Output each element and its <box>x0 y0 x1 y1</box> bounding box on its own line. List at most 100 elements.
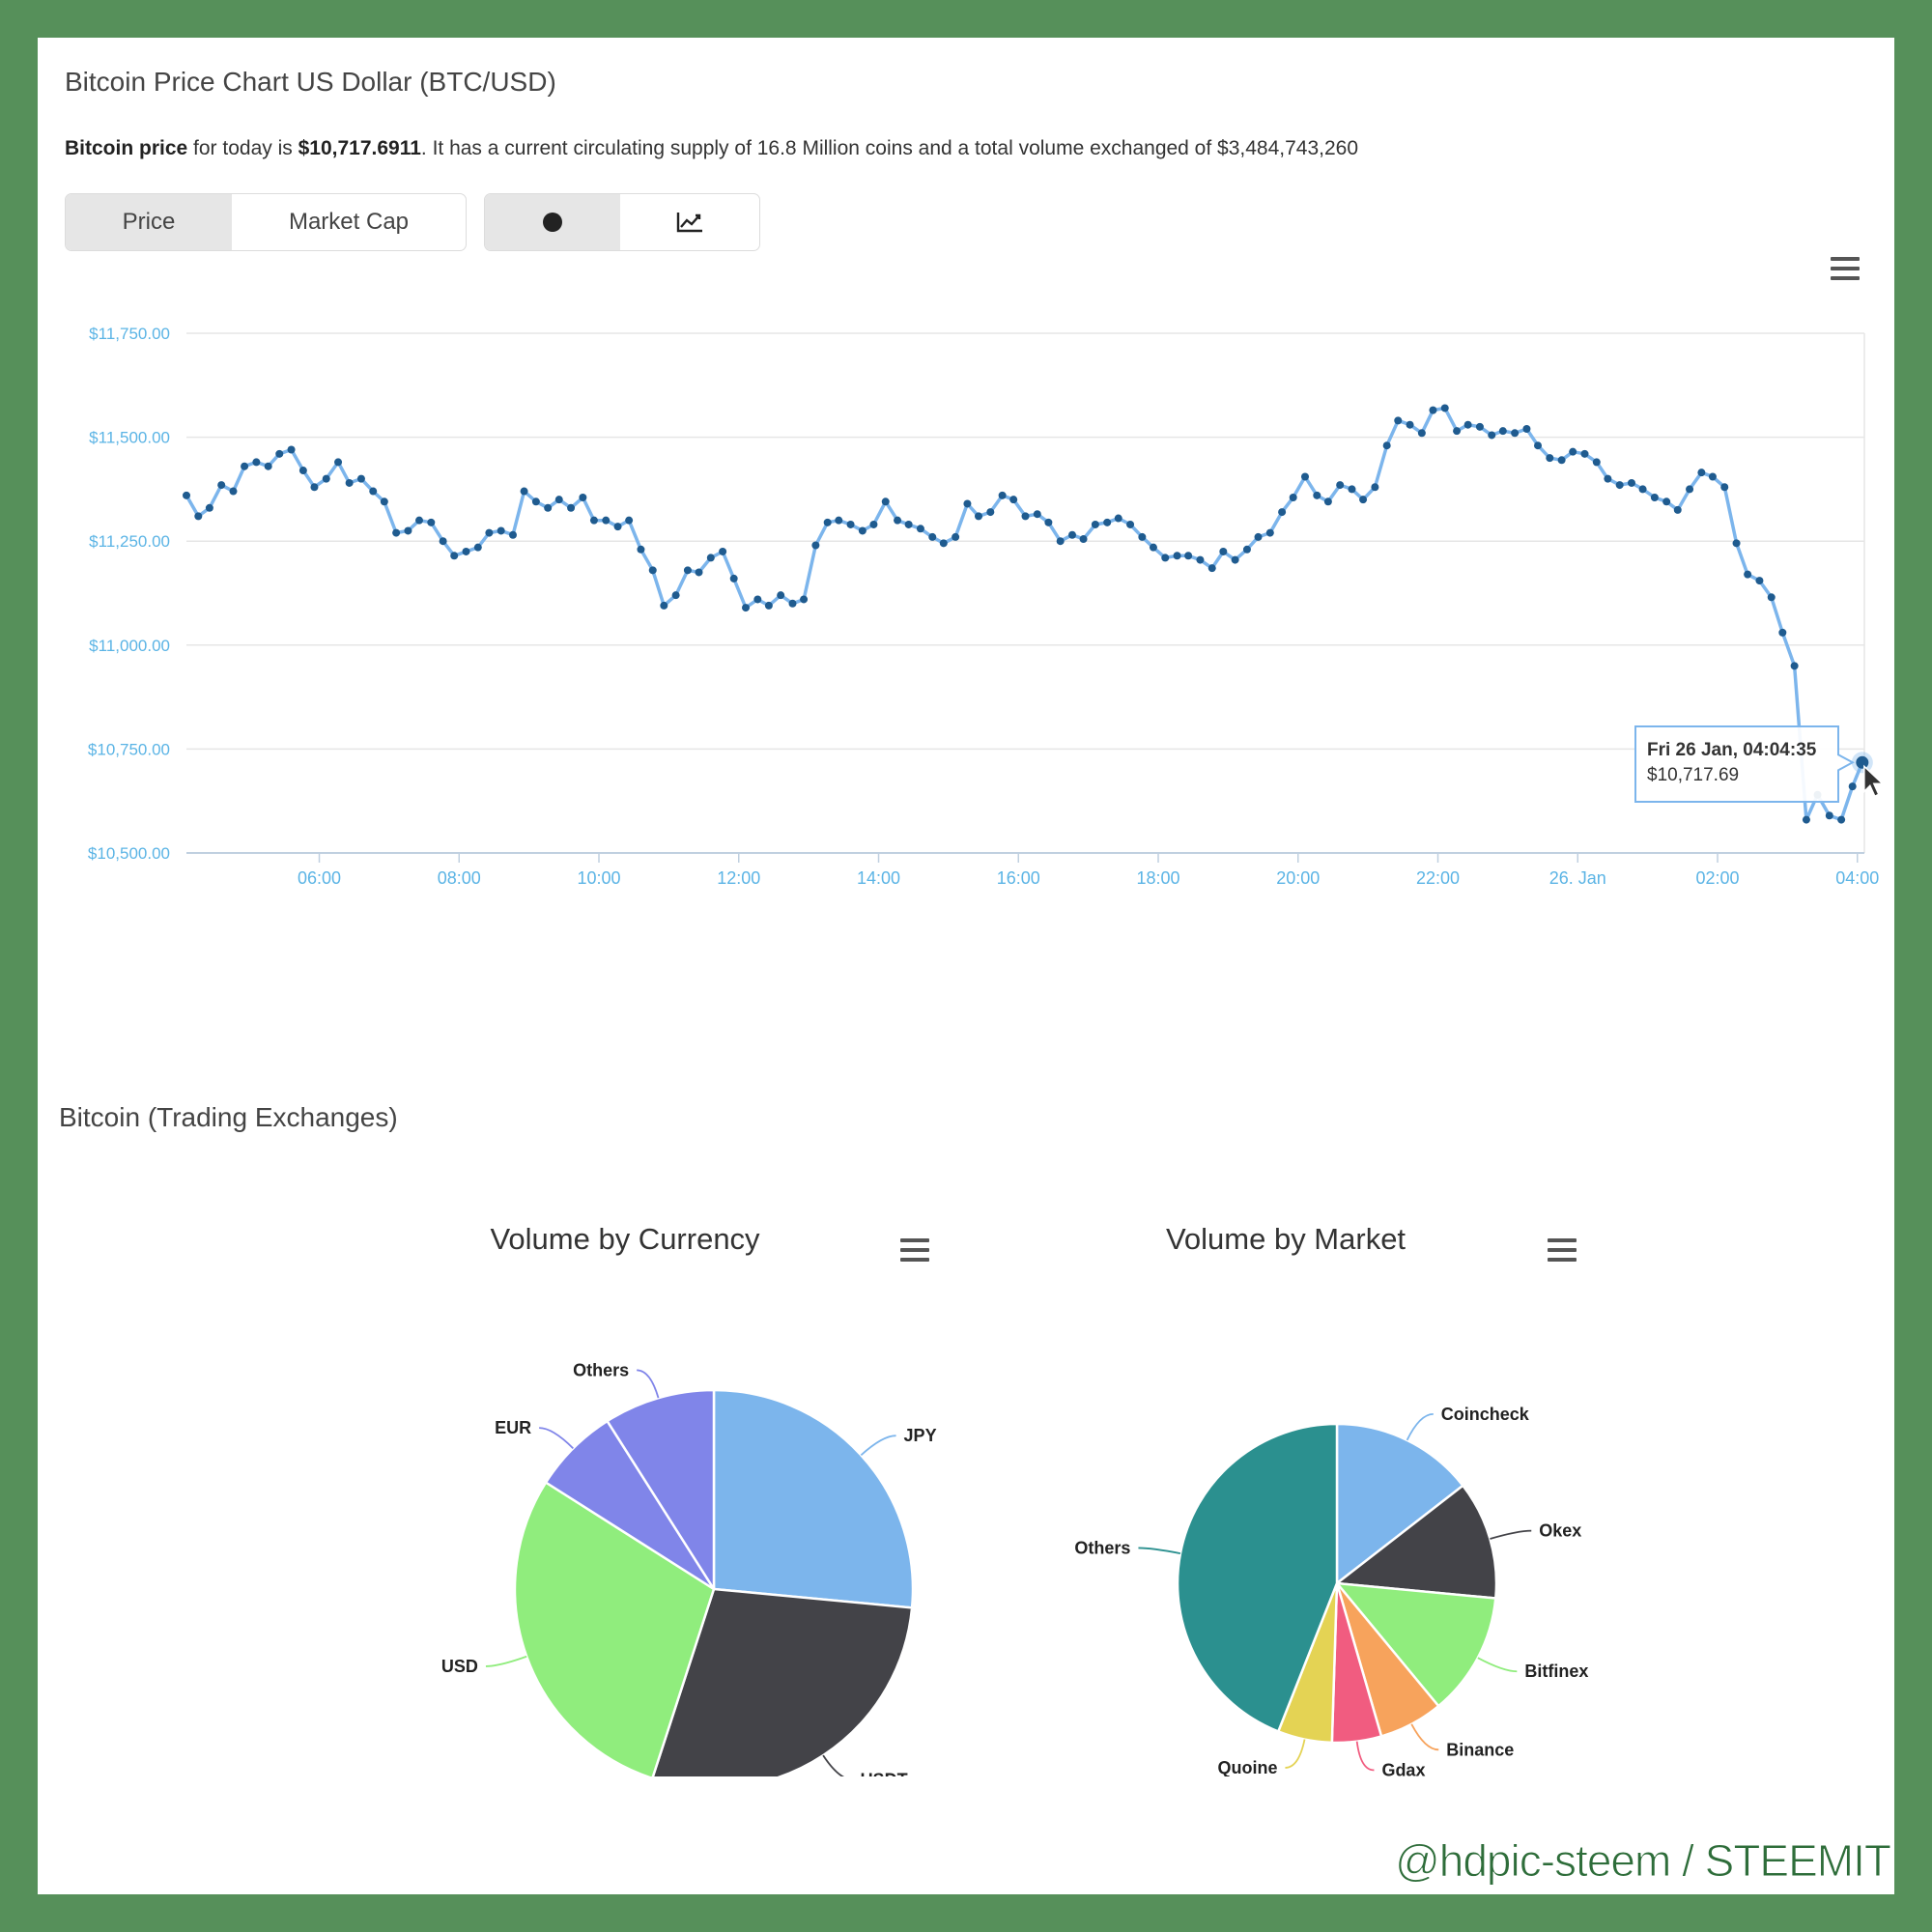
price-point[interactable] <box>719 547 727 555</box>
pie-slice[interactable] <box>712 1388 915 1609</box>
price-point[interactable] <box>1033 510 1041 519</box>
price-point[interactable] <box>975 512 983 521</box>
price-point[interactable] <box>229 487 238 496</box>
price-point[interactable] <box>1592 458 1601 467</box>
price-point[interactable] <box>287 445 296 454</box>
line-chart-menu-icon[interactable] <box>1831 256 1860 281</box>
price-point[interactable] <box>1196 555 1205 564</box>
price-point[interactable] <box>310 483 319 492</box>
price-point[interactable] <box>567 503 576 512</box>
price-point[interactable] <box>729 574 738 582</box>
price-point[interactable] <box>1208 564 1216 573</box>
price-point[interactable] <box>1732 539 1741 548</box>
price-point[interactable] <box>986 508 995 517</box>
price-point[interactable] <box>939 539 948 548</box>
price-point[interactable] <box>1254 532 1263 541</box>
price-point[interactable] <box>671 591 680 600</box>
price-point[interactable] <box>904 520 913 528</box>
price-point[interactable] <box>1708 472 1717 481</box>
price-point[interactable] <box>1686 485 1694 494</box>
price-point[interactable] <box>1546 454 1554 463</box>
price-point[interactable] <box>241 462 249 470</box>
price-point[interactable] <box>1627 478 1635 487</box>
price-point[interactable] <box>1184 552 1193 560</box>
pie-slice[interactable] <box>1335 1581 1497 1708</box>
price-point[interactable] <box>1498 427 1507 436</box>
price-point[interactable] <box>1417 429 1426 438</box>
price-point[interactable] <box>1231 555 1239 564</box>
dot-chart-button[interactable] <box>485 194 620 250</box>
price-point[interactable] <box>1755 577 1764 585</box>
price-point[interactable] <box>811 541 820 550</box>
price-point[interactable] <box>380 497 388 506</box>
price-point[interactable] <box>1289 494 1297 502</box>
price-point[interactable] <box>1534 441 1543 450</box>
price-point[interactable] <box>683 566 692 575</box>
pie-slice[interactable] <box>1176 1422 1339 1733</box>
price-point[interactable] <box>706 554 715 562</box>
price-point[interactable] <box>1336 481 1345 490</box>
price-point[interactable] <box>1856 755 1869 769</box>
price-point[interactable] <box>1126 520 1135 528</box>
price-point[interactable] <box>1720 483 1729 492</box>
price-point[interactable] <box>764 601 773 610</box>
price-point[interactable] <box>1091 520 1099 528</box>
price-point[interactable] <box>1767 593 1776 602</box>
price-point[interactable] <box>264 462 272 470</box>
price-point[interactable] <box>531 497 540 506</box>
price-point[interactable] <box>275 449 284 458</box>
price-point[interactable] <box>1429 406 1437 414</box>
price-point[interactable] <box>1079 535 1088 544</box>
price-point[interactable] <box>205 503 213 512</box>
price-point[interactable] <box>916 525 924 533</box>
price-point[interactable] <box>858 526 867 535</box>
price-point[interactable] <box>1348 485 1356 494</box>
price-point[interactable] <box>1067 530 1076 539</box>
price-point[interactable] <box>1604 474 1612 483</box>
price-point[interactable] <box>1406 420 1414 429</box>
price-point[interactable] <box>800 595 809 604</box>
price-point[interactable] <box>602 516 611 525</box>
currency-pie-menu-icon[interactable] <box>900 1237 929 1263</box>
price-point[interactable] <box>462 547 470 555</box>
price-point[interactable] <box>508 530 517 539</box>
pie-slice[interactable] <box>1335 1422 1464 1585</box>
price-point[interactable] <box>846 520 855 528</box>
price-point[interactable] <box>252 458 261 467</box>
price-point[interactable] <box>1673 505 1682 514</box>
price-point[interactable] <box>648 566 657 575</box>
price-point[interactable] <box>1837 815 1846 824</box>
price-point[interactable] <box>1662 497 1671 506</box>
price-point[interactable] <box>439 537 447 546</box>
price-point[interactable] <box>554 496 563 504</box>
price-point[interactable] <box>1161 554 1170 562</box>
price-point[interactable] <box>1149 543 1157 552</box>
price-point[interactable] <box>1278 508 1287 517</box>
price-point[interactable] <box>928 532 937 541</box>
price-point[interactable] <box>963 499 972 508</box>
price-point[interactable] <box>322 474 330 483</box>
price-point[interactable] <box>1114 514 1122 523</box>
price-point[interactable] <box>1219 547 1228 555</box>
price-point[interactable] <box>1522 424 1531 433</box>
price-point[interactable] <box>613 523 622 531</box>
price-point[interactable] <box>660 601 668 610</box>
price-point[interactable] <box>1557 456 1566 465</box>
price-point[interactable] <box>637 545 645 554</box>
price-point[interactable] <box>579 494 587 502</box>
price-point[interactable] <box>589 516 598 525</box>
price-button[interactable]: Price <box>66 194 232 250</box>
price-point[interactable] <box>777 591 785 600</box>
price-point[interactable] <box>334 458 343 467</box>
price-point[interactable] <box>356 474 365 483</box>
price-point[interactable] <box>520 487 528 496</box>
price-point[interactable] <box>1056 537 1065 546</box>
price-point[interactable] <box>1323 497 1332 506</box>
price-point[interactable] <box>217 481 226 490</box>
price-point[interactable] <box>1242 545 1251 554</box>
line-chart-button[interactable] <box>620 194 759 250</box>
price-point[interactable] <box>1615 481 1624 490</box>
price-point[interactable] <box>1265 528 1274 537</box>
pie-slice[interactable] <box>651 1587 914 1776</box>
price-point[interactable] <box>345 478 354 487</box>
